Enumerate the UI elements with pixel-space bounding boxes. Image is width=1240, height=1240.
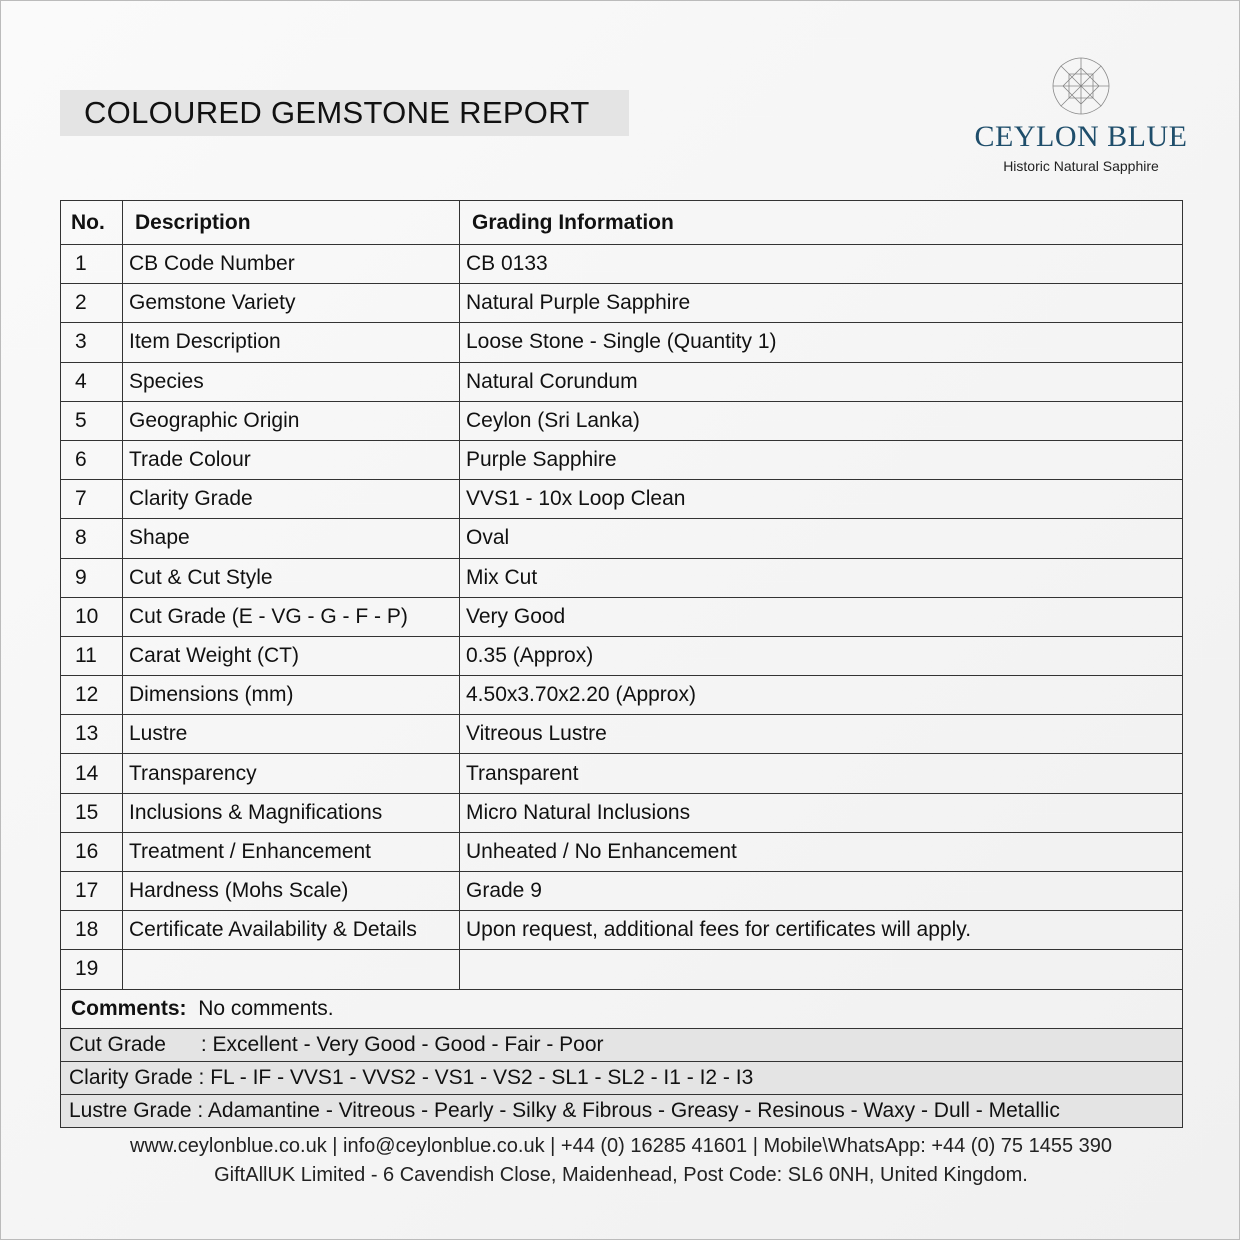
row-number: 13 bbox=[60, 714, 123, 755]
comments-label: Comments: bbox=[71, 996, 187, 1020]
table-row: 4 Species Natural Corundum bbox=[60, 361, 1183, 402]
table-row: 9 Cut & Cut Style Mix Cut bbox=[60, 557, 1183, 598]
table-row: 15 Inclusions & Magnifications Micro Natur… bbox=[60, 792, 1183, 833]
table-row: 14 Transparency Transparent bbox=[60, 753, 1183, 794]
row-description: CB Code Number bbox=[122, 243, 460, 285]
row-grading: VVS1 - 10x Loop Clean bbox=[459, 479, 1183, 520]
row-description: Inclusions & Magnifications bbox=[122, 792, 460, 833]
row-grading: Mix Cut bbox=[459, 557, 1183, 598]
row-grading: 0.35 (Approx) bbox=[459, 635, 1183, 677]
table-row: 10 Cut Grade (E - VG - G - F - P) Very Goo… bbox=[60, 596, 1183, 637]
row-description: Carat Weight (CT) bbox=[122, 635, 460, 677]
grading-table: No. Description Grading Information 1 CB … bbox=[60, 200, 1183, 1128]
table-row: 7 Clarity Grade VVS1 - 10x Loop Clean bbox=[60, 479, 1183, 520]
row-description: Transparency bbox=[122, 753, 460, 794]
row-grading: 4.50x3.70x2.20 (Approx) bbox=[459, 675, 1183, 716]
row-description: Geographic Origin bbox=[122, 400, 460, 441]
clarity-grade-legend: Clarity Grade : FL - IF - VVS1 - VVS2 - … bbox=[60, 1060, 1183, 1095]
table-row: 11 Carat Weight (CT) 0.35 (Approx) bbox=[60, 635, 1183, 677]
row-number: 18 bbox=[60, 910, 123, 951]
row-description: Item Description bbox=[122, 322, 460, 363]
row-number: 2 bbox=[60, 283, 123, 324]
row-grading: Oval bbox=[459, 518, 1183, 559]
row-description: Cut & Cut Style bbox=[122, 557, 460, 598]
brand-logo: CEYLON BLUE Historic Natural Sapphire bbox=[971, 56, 1191, 174]
table-row: 6 Trade Colour Purple Sapphire bbox=[60, 439, 1183, 481]
row-description: Certificate Availability & Details bbox=[122, 910, 460, 951]
row-grading: Very Good bbox=[459, 596, 1183, 637]
row-number: 10 bbox=[60, 596, 123, 637]
row-grading: Upon request, additional fees for certif… bbox=[459, 910, 1183, 951]
row-grading: Natural Purple Sapphire bbox=[459, 283, 1183, 324]
row-grading: Transparent bbox=[459, 753, 1183, 794]
gemstone-icon bbox=[1052, 57, 1110, 115]
row-number: 5 bbox=[60, 400, 123, 441]
footer-contact: www.ceylonblue.co.uk | info@ceylonblue.c… bbox=[129, 1135, 1113, 1157]
row-grading: Grade 9 bbox=[459, 870, 1183, 912]
row-number: 16 bbox=[60, 831, 123, 873]
table-row: 5 Geographic Origin Ceylon (Sri Lanka) bbox=[60, 400, 1183, 441]
comments-row: Comments: No comments. bbox=[60, 988, 1183, 1029]
row-number: 12 bbox=[60, 675, 123, 716]
row-description: Dimensions (mm) bbox=[122, 675, 460, 716]
row-grading: Micro Natural Inclusions bbox=[459, 792, 1183, 833]
table-row: 12 Dimensions (mm) 4.50x3.70x2.20 (Approx) bbox=[60, 675, 1183, 716]
row-grading: Loose Stone - Single (Quantity 1) bbox=[459, 322, 1183, 363]
row-description: Species bbox=[122, 361, 460, 402]
row-grading: Ceylon (Sri Lanka) bbox=[459, 400, 1183, 441]
table-row: 1 CB Code Number CB 0133 bbox=[60, 243, 1183, 285]
row-description: Cut Grade (E - VG - G - F - P) bbox=[122, 596, 460, 637]
header-grading: Grading Information bbox=[459, 200, 1183, 245]
row-number: 8 bbox=[60, 518, 123, 559]
brand-name: CEYLON BLUE bbox=[974, 120, 1188, 153]
row-description: Hardness (Mohs Scale) bbox=[122, 870, 460, 912]
header-no: No. bbox=[60, 200, 123, 245]
row-grading: Purple Sapphire bbox=[459, 439, 1183, 481]
table-row: 17 Hardness (Mohs Scale) Grade 9 bbox=[60, 870, 1183, 912]
row-description: Gemstone Variety bbox=[122, 283, 460, 324]
comments-text: No comments. bbox=[198, 996, 334, 1020]
row-number: 17 bbox=[60, 870, 123, 912]
row-number: 11 bbox=[60, 635, 123, 677]
row-description: Treatment / Enhancement bbox=[122, 831, 460, 873]
table-row: 8 Shape Oval bbox=[60, 518, 1183, 559]
table-row: 13 Lustre Vitreous Lustre bbox=[60, 714, 1183, 755]
table-row: 3 Item Description Loose Stone - Single (Q… bbox=[60, 322, 1183, 363]
row-number: 9 bbox=[60, 557, 123, 598]
lustre-grade-legend: Lustre Grade : Adamantine - Vitreous - P… bbox=[60, 1093, 1183, 1128]
row-number: 15 bbox=[60, 792, 123, 833]
row-number: 6 bbox=[60, 439, 123, 481]
table-row: 19 bbox=[60, 949, 1183, 990]
row-number: 7 bbox=[60, 479, 123, 520]
row-number: 1 bbox=[60, 243, 123, 285]
row-grading: Vitreous Lustre bbox=[459, 714, 1183, 755]
cut-grade-legend: Cut Grade : Excellent - Very Good - Good… bbox=[60, 1027, 1183, 1062]
lustre-grade-text: Lustre Grade : Adamantine - Vitreous - P… bbox=[60, 1093, 1183, 1128]
row-grading: Natural Corundum bbox=[459, 361, 1183, 402]
clarity-grade-text: Clarity Grade : FL - IF - VVS1 - VVS2 - … bbox=[60, 1060, 1183, 1095]
table-row: 16 Treatment / Enhancement Unheated / No E… bbox=[60, 831, 1183, 873]
row-number: 14 bbox=[60, 753, 123, 794]
table-header: No. Description Grading Information bbox=[60, 200, 1183, 245]
cut-grade-text: Cut Grade : Excellent - Very Good - Good… bbox=[60, 1027, 1183, 1062]
table-row: 2 Gemstone Variety Natural Purple Sapphire bbox=[60, 283, 1183, 324]
row-number: 19 bbox=[60, 949, 123, 990]
row-grading: CB 0133 bbox=[459, 243, 1183, 285]
row-description: Clarity Grade bbox=[122, 479, 460, 520]
table-row: 18 Certificate Availability & Details Upon… bbox=[60, 910, 1183, 951]
brand-tagline: Historic Natural Sapphire bbox=[1003, 158, 1159, 174]
row-description: Trade Colour bbox=[122, 439, 460, 481]
footer-address: GiftAllUK Limited - 6 Cavendish Close, M… bbox=[214, 1164, 1028, 1186]
row-number: 4 bbox=[60, 361, 123, 402]
row-grading: Unheated / No Enhancement bbox=[459, 831, 1183, 873]
header-description: Description bbox=[122, 200, 460, 245]
row-description: Lustre bbox=[122, 714, 460, 755]
row-number: 3 bbox=[60, 322, 123, 363]
row-grading bbox=[459, 949, 1183, 990]
row-description: Shape bbox=[122, 518, 460, 559]
row-description bbox=[122, 949, 460, 990]
report-title: COLOURED GEMSTONE REPORT bbox=[60, 90, 629, 136]
